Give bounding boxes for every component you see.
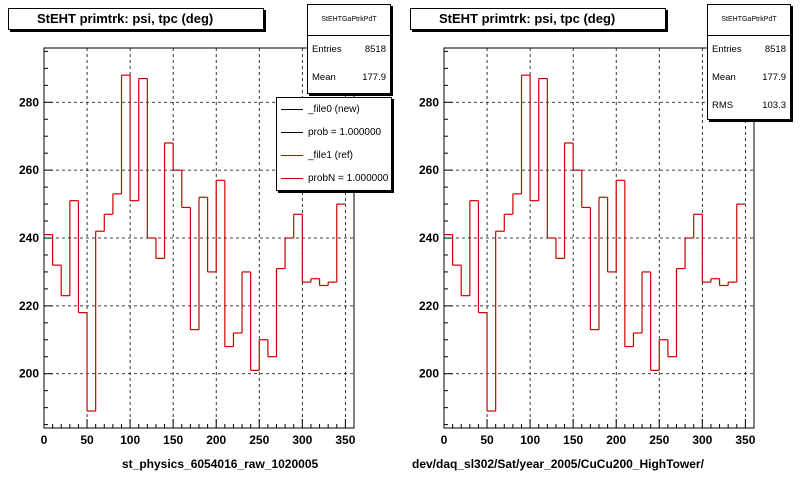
legend-line-red: [281, 178, 303, 179]
y-tick-label: 200: [19, 367, 39, 381]
stats-row-entries-right: Entries 8518: [708, 36, 790, 64]
legend-line-red: [281, 155, 303, 156]
x-tick-label: 250: [649, 433, 669, 447]
stats-row-mean-right: Mean 177.9: [708, 64, 790, 92]
legend-label: _file1 (ref): [308, 150, 354, 161]
x-tick-label: 50: [480, 433, 494, 447]
stats-value: 8518: [364, 44, 386, 55]
y-tick-label: 280: [419, 95, 439, 109]
legend-line-black: [281, 132, 303, 133]
x-tick-label: 300: [292, 433, 312, 447]
x-tick-label: 150: [163, 433, 183, 447]
x-tick-label: 0: [441, 433, 448, 447]
stats-row-entries-left: Entries 8518: [308, 36, 390, 64]
legend-entry-probn: probN = 1.000000: [277, 167, 391, 190]
x-tick-label: 350: [335, 433, 355, 447]
stats-row-mean-left: Mean 177.9: [308, 64, 390, 92]
y-tick-label: 240: [19, 231, 39, 245]
legend-label: _file0 (new): [308, 104, 360, 115]
chart-title-left: StEHT primtrk: psi, tpc (deg): [8, 8, 264, 30]
x-tick-label: 200: [606, 433, 626, 447]
stats-label: Mean: [712, 72, 736, 83]
stats-label: Entries: [312, 44, 342, 55]
y-tick-label: 200: [419, 367, 439, 381]
stats-row-rms-right: RMS 103.3: [708, 92, 790, 120]
chart-title-right: StEHT primtrk: psi, tpc (deg): [410, 8, 666, 30]
stats-label: RMS: [712, 100, 734, 111]
legend-label: probN = 1.000000: [308, 173, 389, 184]
x-tick-label: 200: [206, 433, 226, 447]
chart-title-left-text: StEHT primtrk: psi, tpc (deg): [37, 11, 214, 26]
y-tick-label: 220: [419, 299, 439, 313]
y-tick-label: 280: [19, 95, 39, 109]
stats-value: 177.9: [762, 72, 786, 83]
stats-value: 177.9: [362, 72, 386, 83]
stats-box-left: StEHTGaPtrkPdT Entries 8518 Mean 177.9: [307, 4, 391, 94]
y-tick-label: 220: [19, 299, 39, 313]
x-tick-label: 350: [735, 433, 755, 447]
legend-label: prob = 1.000000: [308, 127, 382, 138]
x-tick-label: 250: [249, 433, 269, 447]
y-tick-label: 260: [19, 163, 39, 177]
x-tick-label: 50: [80, 433, 94, 447]
legend-box: _file0 (new) prob = 1.000000 _file1 (ref…: [276, 97, 392, 191]
x-tick-label: 100: [520, 433, 540, 447]
legend-entry-file1: _file1 (ref): [277, 144, 391, 167]
x-tick-label: 300: [692, 433, 712, 447]
legend-entry-file0: _file0 (new): [277, 98, 391, 121]
stats-value: 8518: [764, 44, 786, 55]
chart-title-right-text: StEHT primtrk: psi, tpc (deg): [439, 11, 616, 26]
stats-name-right: StEHTGaPtrkPdT: [708, 5, 790, 36]
legend-entry-prob: prob = 1.000000: [277, 121, 391, 144]
x-tick-label: 0: [41, 433, 48, 447]
y-tick-label: 260: [419, 163, 439, 177]
x-axis-title-left: st_physics_6054016_raw_1020005: [122, 457, 319, 471]
stats-label: Mean: [312, 72, 336, 83]
stats-value: 103.3: [762, 100, 786, 111]
stats-label: Entries: [712, 44, 742, 55]
x-tick-label: 150: [563, 433, 583, 447]
x-tick-label: 100: [120, 433, 140, 447]
x-axis-title-right: dev/daq_sl302/Sat/year_2005/CuCu200_High…: [412, 457, 704, 471]
stats-box-right: StEHTGaPtrkPdT Entries 8518 Mean 177.9 R…: [707, 4, 791, 120]
legend-line-black: [281, 109, 303, 110]
y-tick-label: 240: [419, 231, 439, 245]
stats-name-left: StEHTGaPtrkPdT: [308, 5, 390, 36]
